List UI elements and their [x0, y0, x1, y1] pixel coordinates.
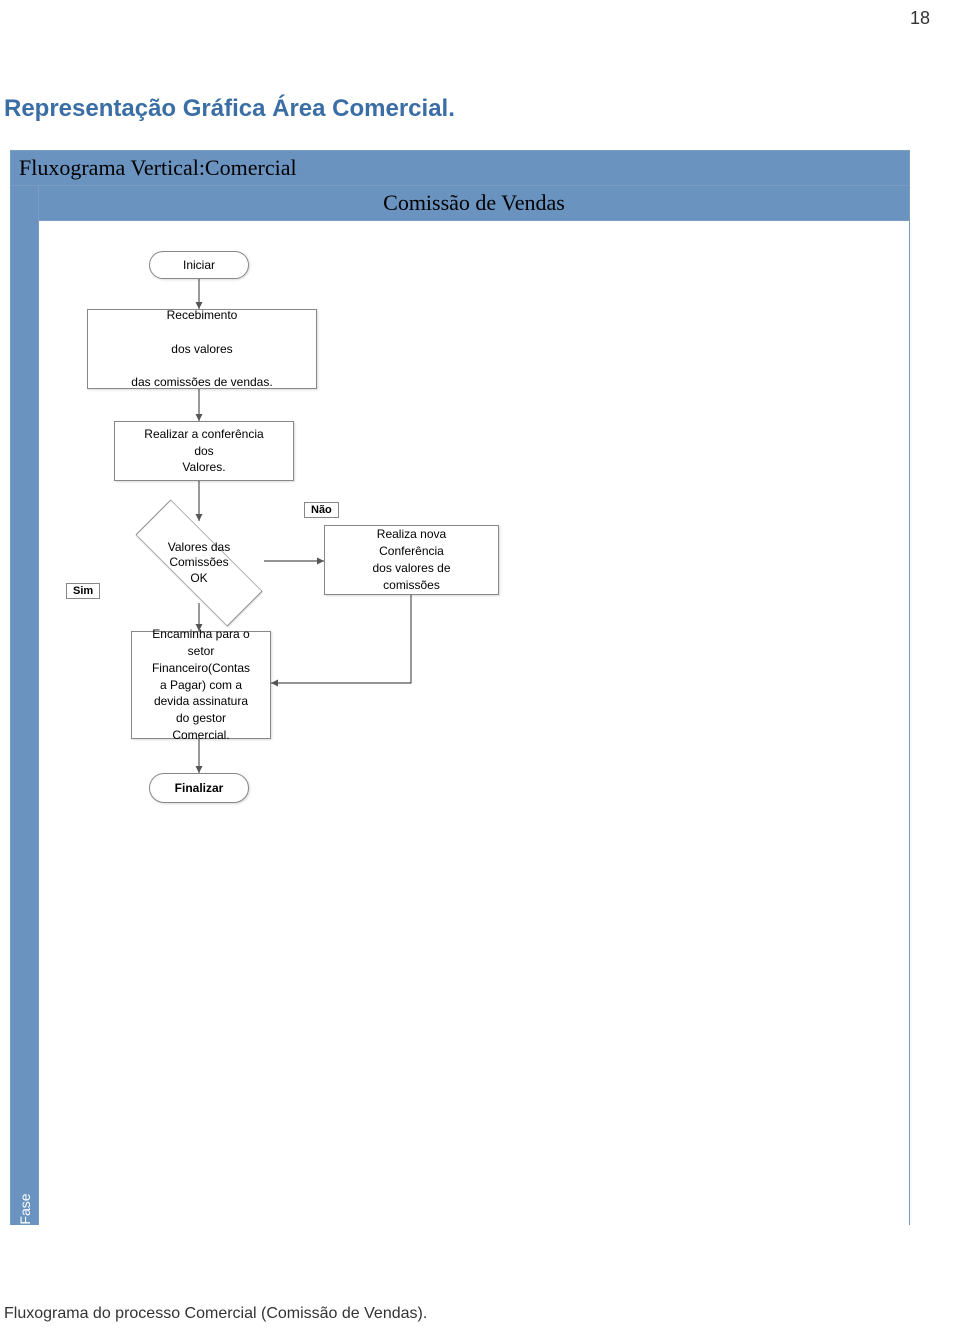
edge-label-sim: Sim — [66, 583, 100, 599]
node-nova: Realiza nova Conferência dos valores de … — [324, 525, 499, 595]
flowchart-canvas: Iniciar Recebimento dos valores das comis… — [39, 221, 909, 1225]
node-dec: Valores das Comissões OK — [134, 523, 264, 603]
flowchart-container: Fluxograma Vertical:Comercial Fase Comis… — [10, 150, 910, 1225]
node-recv: Recebimento dos valores das comissões de… — [87, 309, 317, 389]
lane-column: Fase — [11, 186, 39, 1225]
lane-header: Comissão de Vendas — [39, 186, 909, 221]
diagram-title: Fluxograma Vertical:Comercial — [11, 151, 909, 186]
page-number: 18 — [910, 8, 930, 29]
page-heading: Representação Gráfica Área Comercial. — [4, 95, 455, 123]
node-enc: Encaminha para o setor Financeiro(Contas… — [131, 631, 271, 739]
node-conf: Realizar a conferência dos Valores. — [114, 421, 294, 481]
node-end: Finalizar — [149, 773, 249, 803]
lane-label: Fase — [17, 1193, 33, 1224]
node-start: Iniciar — [149, 251, 249, 279]
edge-nova-enc — [271, 595, 411, 683]
figure-caption: Fluxograma do processo Comercial (Comiss… — [4, 1305, 427, 1323]
edge-label-nao: Não — [304, 502, 339, 518]
